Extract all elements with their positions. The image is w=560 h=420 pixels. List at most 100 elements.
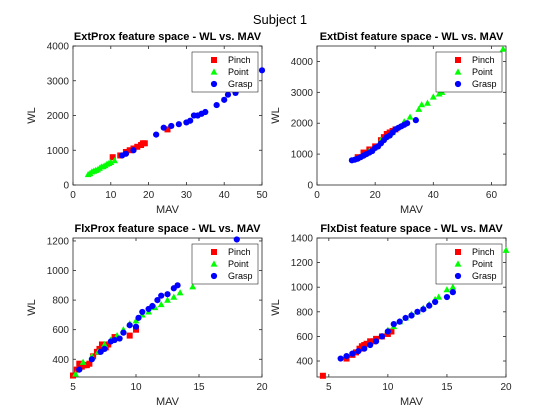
grasp-point [221, 96, 228, 103]
legend-label: Grasp [228, 79, 253, 89]
axes-title: ExtProx feature space - WL vs. MAV [74, 31, 262, 43]
subplot-4: FlxDist feature space - WL vs. MAV 5 10 15 2… [270, 223, 512, 408]
grasp-point [432, 298, 439, 306]
x-tick-label: 10 [130, 382, 142, 393]
legend-marker-grasp [210, 80, 218, 88]
grasp-point [164, 291, 171, 298]
point-point [499, 45, 507, 52]
point-point [406, 113, 414, 120]
grasp-point [168, 122, 175, 130]
x-axis-label: MAV [156, 396, 180, 408]
axes-layer: ExtProx feature space - WL vs. MAV 0 10 20 3… [26, 31, 512, 408]
grasp-point [88, 356, 95, 363]
grasp-point [414, 308, 421, 315]
x-tick-label: 30 [181, 190, 193, 201]
x-axis-label: MAV [156, 204, 180, 216]
y-tick-label: 400 [296, 357, 313, 368]
pinch-point [319, 372, 326, 379]
grasp-point [426, 302, 433, 309]
legend-label: Grasp [472, 271, 497, 281]
grasp-point [174, 282, 181, 289]
grasp-point [396, 318, 403, 325]
axes-title: FlxDist feature space - WL vs. MAV [320, 223, 503, 235]
legend-marker-point [454, 260, 462, 267]
grasp-point [372, 338, 380, 345]
legend-marker-pinch [455, 249, 461, 255]
x-tick-label: 60 [486, 190, 498, 201]
grasp-point [408, 312, 415, 319]
pinch-point [134, 143, 141, 150]
grasp-point [160, 124, 167, 131]
x-tick-label: 0 [70, 190, 76, 201]
y-axis-label: WL [26, 299, 38, 316]
legend-label: Pinch [472, 247, 495, 257]
x-tick-label: 15 [441, 382, 453, 393]
y-tick-label: 600 [52, 325, 69, 336]
pinch-point [126, 147, 133, 154]
y-tick-label: 1200 [291, 258, 314, 269]
x-tick-label: 20 [500, 382, 512, 393]
x-tick-label: 0 [314, 190, 320, 201]
y-tick-label: 0 [63, 181, 69, 192]
point-point [107, 158, 115, 166]
x-tick-label: 20 [143, 190, 155, 201]
grasp-point [233, 236, 240, 243]
figure-title: Subject 1 [253, 12, 307, 27]
point-point [429, 93, 437, 100]
x-axis-label: MAV [400, 396, 424, 408]
legend-marker-grasp [454, 272, 462, 280]
point-point [424, 99, 431, 106]
grasp-point [120, 329, 127, 336]
legend-label: Point [472, 259, 493, 269]
legend-marker-grasp [454, 80, 462, 88]
pinch-point [98, 341, 105, 348]
data-points [84, 67, 266, 178]
pinch-point [367, 338, 374, 345]
pinch-point [105, 341, 112, 348]
legend-label: Pinch [228, 247, 251, 257]
point-point [502, 246, 510, 253]
y-axis-label: WL [270, 107, 282, 124]
grasp-point [337, 355, 344, 362]
subplot-3: FlxProx feature space - WL vs. MAV 5 10 15 2… [26, 223, 268, 408]
point-point [189, 283, 197, 290]
y-tick-label: 800 [52, 296, 69, 307]
y-axis-label: WL [270, 299, 282, 316]
point-point [111, 157, 118, 164]
grasp-point [402, 314, 409, 322]
legend: Pinch Point Grasp [435, 243, 503, 285]
legend: Pinch Point Grasp [435, 51, 503, 93]
grasp-point [153, 131, 160, 138]
legend-box [435, 243, 503, 285]
pinch-point [96, 345, 103, 352]
grasp-point [135, 314, 142, 321]
grasp-point [202, 108, 209, 116]
legend: Pinch Point Grasp [191, 243, 259, 285]
point-point [418, 101, 426, 108]
x-tick-label: 15 [193, 382, 205, 393]
grasp-point [76, 366, 83, 373]
legend-label: Point [228, 259, 249, 269]
pinch-point [126, 332, 133, 339]
pinch-point [363, 340, 370, 347]
grasp-point [443, 293, 451, 301]
y-tick-label: 0 [307, 181, 313, 192]
x-tick-label: 10 [382, 382, 394, 393]
legend-marker-grasp [210, 272, 218, 280]
y-tick-label: 1000 [47, 146, 70, 157]
legend-marker-point [454, 68, 462, 75]
grasp-point [130, 147, 137, 154]
y-tick-label: 1400 [291, 234, 314, 245]
point-point [435, 293, 443, 300]
y-tick-label: 3000 [291, 88, 314, 99]
grasp-point [355, 348, 362, 355]
legend-marker-point [210, 260, 218, 267]
grasp-point [158, 292, 165, 299]
point-point [79, 358, 87, 365]
x-tick-label: 20 [256, 382, 268, 393]
legend-label: Pinch [228, 55, 251, 65]
grasp-point [126, 322, 133, 329]
point-point [164, 296, 171, 303]
y-tick-label: 1200 [47, 236, 70, 247]
grasp-point [258, 67, 266, 74]
